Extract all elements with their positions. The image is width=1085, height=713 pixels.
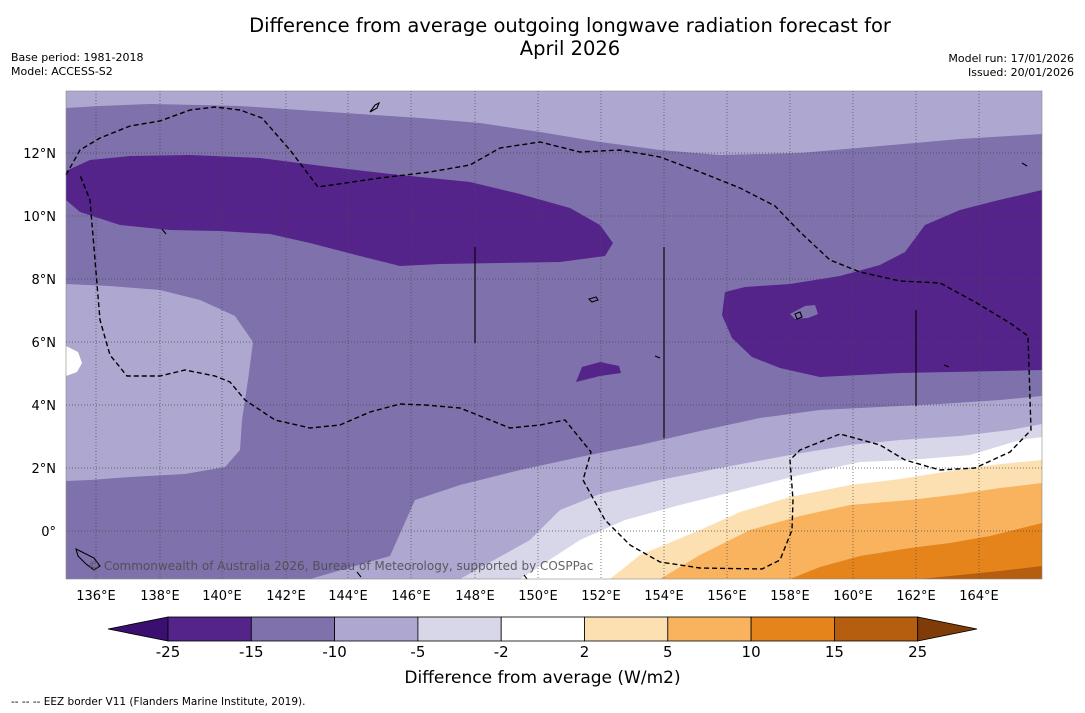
strong-band-north [66, 155, 613, 266]
colorbar-segment [250, 616, 336, 642]
colorbar-segment [667, 616, 752, 642]
y-tick-label: 12°N [23, 147, 56, 162]
x-axis-ticks: 136°E 138°E 140°E 142°E 144°E 146°E 148°E 150°E… [76, 589, 999, 604]
white-patch-west [66, 346, 82, 376]
eez-legend-note: -- -- -- EEZ border V11 (Flanders Marine… [11, 696, 306, 708]
colorbar [107, 616, 978, 642]
colorbar-level-label: -25 [155, 643, 181, 661]
colorbar-segment [167, 616, 252, 642]
x-tick-label: 164°E [959, 589, 999, 604]
title-line-2: April 2026 [519, 37, 621, 60]
colorbar-level-label: 15 [824, 643, 844, 661]
x-tick-label: 158°E [770, 589, 810, 604]
colorbar-segment [334, 616, 419, 642]
light-band-north [66, 91, 1042, 155]
colorbar-level-label: 2 [579, 643, 590, 661]
title-line-1: Difference from average outgoing longwav… [249, 14, 891, 37]
colorbar-level-label: 5 [663, 643, 673, 661]
x-tick-label: 144°E [328, 589, 368, 604]
y-tick-label: 8°N [32, 273, 57, 288]
map-title: Difference from average outgoing longwav… [170, 14, 970, 60]
light-band-west [66, 284, 253, 481]
colorbar-level-label: -10 [322, 643, 347, 661]
brown-band [920, 566, 1042, 579]
colorbar-level-label: 25 [908, 643, 928, 661]
eez-border [65, 106, 1032, 570]
model-name: Model: ACCESS-S2 [11, 65, 113, 78]
y-tick-label: 10°N [23, 210, 56, 225]
colorbar-title: Difference from average (W/m2) [404, 668, 681, 688]
map-frame [65, 90, 1043, 580]
base-period: Base period: 1981-2018 [11, 51, 144, 64]
strong-blob-small [576, 362, 621, 382]
x-tick-label: 148°E [455, 589, 495, 604]
colorbar-level-label: -2 [493, 643, 509, 661]
meta-left: Base period: 1981-2018 Model: ACCESS-S2 [11, 51, 143, 79]
x-tick-label: 154°E [644, 589, 684, 604]
y-axis-ticks: 12°N 10°N 8°N 6°N 4°N 2°N 0° [23, 147, 56, 540]
colorbar-segment [500, 616, 585, 642]
x-tick-label: 160°E [833, 589, 873, 604]
x-tick-label: 140°E [202, 589, 242, 604]
copyright-note: © Commonwealth of Australia 2026, Bureau… [88, 559, 593, 573]
x-tick-label: 146°E [391, 589, 431, 604]
model-run: Model run: 17/01/2026 [948, 52, 1074, 65]
map-field [66, 91, 1042, 579]
colorbar-level-label: -15 [239, 643, 264, 661]
colorbar-level-label: -5 [410, 643, 426, 661]
colorbar-extend-low [107, 616, 169, 642]
x-tick-label: 138°E [140, 589, 180, 604]
y-tick-label: 4°N [32, 399, 57, 414]
colorbar-segment [834, 616, 919, 642]
islands [75, 101, 1028, 580]
colorbar-segment [750, 616, 835, 642]
light-patch-east [790, 305, 818, 319]
meta-right: Model run: 17/01/2026 Issued: 20/01/2026 [948, 52, 1074, 80]
colorbar-segment [584, 616, 669, 642]
x-tick-label: 142°E [266, 589, 306, 604]
x-tick-label: 152°E [581, 589, 621, 604]
x-tick-label: 156°E [707, 589, 747, 604]
x-tick-label: 150°E [518, 589, 558, 604]
issued-date: Issued: 20/01/2026 [967, 66, 1074, 79]
colorbar-segment [417, 616, 502, 642]
x-tick-label: 136°E [76, 589, 116, 604]
colorbar-extend-high [917, 616, 978, 642]
y-tick-label: 0° [41, 525, 56, 540]
colorbar-level-label: 10 [741, 643, 761, 661]
strong-band-east [722, 190, 1042, 377]
y-tick-label: 2°N [32, 462, 57, 477]
y-tick-label: 6°N [32, 336, 57, 351]
x-tick-label: 162°E [896, 589, 936, 604]
